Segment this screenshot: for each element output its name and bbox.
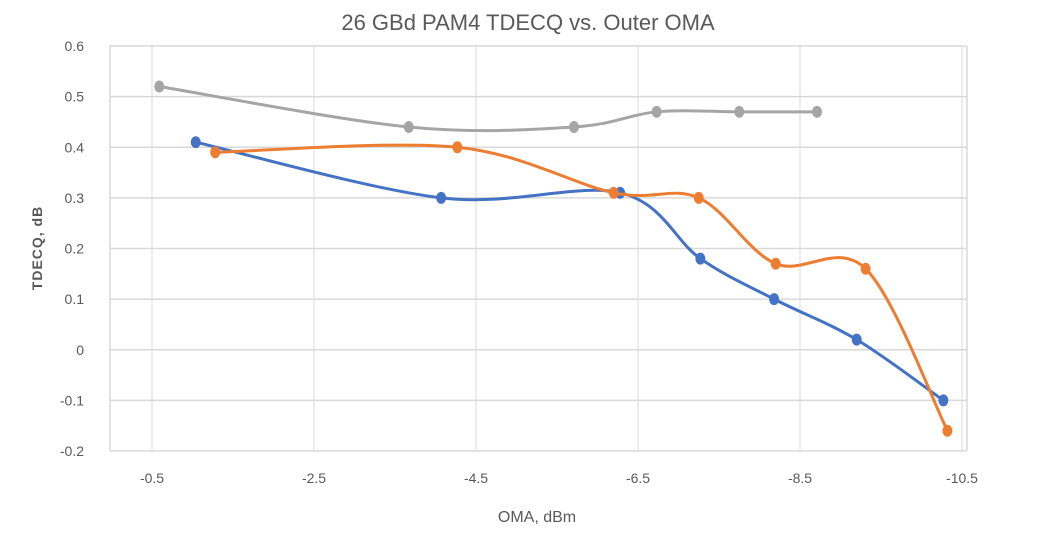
- data-point: [693, 191, 704, 204]
- data-point: [569, 121, 580, 133]
- y-axis-label: TDECQ, dB: [29, 206, 45, 290]
- data-point: [210, 146, 221, 159]
- series-line-1: [195, 140, 945, 402]
- y-tick-label: 0.4: [65, 139, 85, 155]
- data-point: [651, 105, 662, 118]
- data-point: [769, 293, 780, 306]
- x-tick-label: -8.5: [788, 470, 812, 486]
- data-point: [812, 105, 823, 118]
- data-point: [770, 257, 781, 270]
- data-point: [734, 105, 745, 118]
- series-line-0: [159, 85, 818, 133]
- tick-labels: 0.6 0.5 0.4 0.3 0.2 0.1 0 -0.1 -0.2 -0.5 -2.5 -4.5 -…: [60, 38, 978, 486]
- y-tick-label: -0.2: [60, 443, 84, 459]
- x-tick-label: -0.5: [140, 470, 164, 486]
- series-line-2: [215, 143, 949, 432]
- series-group: [154, 80, 953, 437]
- grid: [109, 45, 968, 452]
- y-tick-label: 0.6: [65, 38, 85, 54]
- x-tick-label: -2.5: [302, 470, 326, 486]
- data-point: [154, 80, 165, 93]
- x-tick-label: -4.5: [464, 470, 488, 486]
- x-tick-label: -10.5: [946, 470, 978, 486]
- data-point: [860, 262, 871, 275]
- data-point: [695, 252, 706, 265]
- y-tick-label: 0.3: [65, 190, 85, 206]
- x-tick-label: -6.5: [626, 470, 650, 486]
- data-point: [608, 186, 619, 199]
- data-point: [190, 136, 201, 149]
- data-point: [452, 141, 463, 154]
- data-point: [436, 191, 447, 204]
- y-tick-label: 0.2: [65, 241, 85, 257]
- y-tick-label: 0.5: [65, 89, 85, 105]
- y-tick-label: 0: [76, 342, 84, 358]
- data-point: [942, 424, 953, 437]
- chart-title: 26 GBd PAM4 TDECQ vs. Outer OMA: [341, 10, 715, 35]
- data-point: [403, 121, 414, 133]
- data-point: [851, 333, 862, 346]
- y-tick-label: -0.1: [60, 392, 84, 408]
- y-tick-label: 0.1: [65, 291, 85, 307]
- x-axis-label: OMA, dBm: [498, 509, 576, 526]
- data-point: [938, 394, 949, 407]
